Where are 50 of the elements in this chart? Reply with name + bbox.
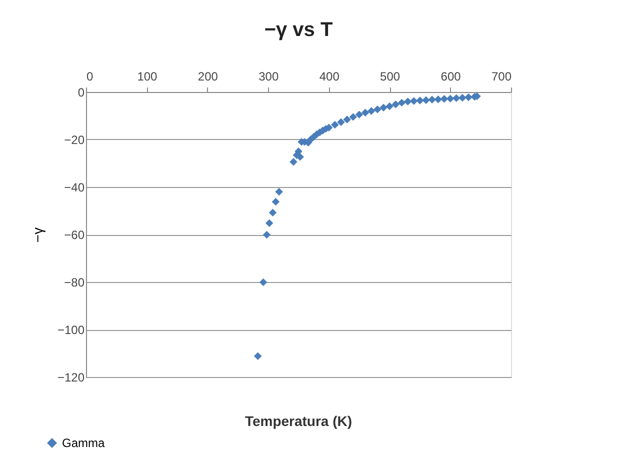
point: [458, 94, 466, 102]
x-tick-label: 0: [86, 70, 94, 84]
point: [374, 105, 382, 114]
point: [337, 118, 345, 126]
point: [361, 108, 370, 117]
x-tick-label: 400: [319, 70, 340, 84]
point: [452, 94, 460, 102]
point: [265, 219, 274, 227]
point: [272, 198, 280, 206]
x-tick-label: 700: [491, 70, 512, 84]
y-tick-label: −60: [64, 228, 85, 242]
chart-title: −γ vs T: [264, 19, 333, 41]
point: [262, 230, 271, 239]
x-axis-title: Temperatura (K): [244, 413, 352, 429]
x-tick-label: 100: [137, 70, 158, 84]
point: [410, 97, 418, 105]
point: [290, 158, 298, 166]
point: [254, 352, 262, 360]
legend-label: Gamma: [62, 436, 105, 450]
y-tick-label: −120: [57, 370, 85, 384]
x-tick-label: 300: [258, 70, 279, 84]
point: [386, 102, 394, 110]
point: [259, 278, 268, 286]
point: [355, 110, 364, 118]
y-axis-title: −γ: [29, 227, 46, 243]
point: [416, 96, 424, 104]
point: [434, 95, 442, 104]
y-tick-label: −100: [57, 323, 85, 337]
point: [422, 96, 430, 104]
y-tick-label: −40: [64, 180, 85, 194]
point: [343, 116, 351, 124]
y-tick-label: −20: [64, 133, 85, 147]
point: [367, 107, 376, 115]
point: [428, 96, 436, 104]
point: [331, 120, 339, 129]
point: [380, 104, 388, 112]
point: [392, 100, 400, 108]
x-tick-label: 500: [380, 70, 400, 84]
point: [349, 113, 358, 121]
point: [404, 98, 412, 106]
point: [464, 93, 472, 102]
point: [268, 208, 277, 217]
y-tick-label: −80: [64, 276, 85, 290]
point: [275, 188, 283, 196]
point: [440, 95, 448, 103]
y-tick-label: 0: [78, 86, 85, 100]
x-tick-label: 200: [198, 70, 218, 84]
point: [398, 98, 406, 107]
x-tick-label: 600: [440, 70, 462, 84]
point: [446, 94, 454, 103]
